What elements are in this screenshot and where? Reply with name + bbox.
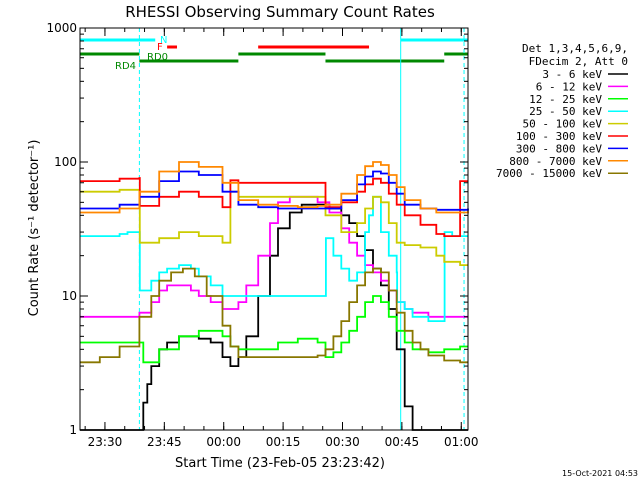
legend-label-5: 100 - 300 keV (516, 130, 602, 143)
plot-frame (79, 27, 469, 431)
flag-label-rd4: RD4 (115, 61, 136, 72)
y-tick-label: 1000 (46, 21, 77, 35)
legend-label-3: 25 - 50 keV (529, 105, 602, 118)
legend-label-4: 50 - 100 keV (523, 118, 603, 131)
x-tick-label: 23:45 (147, 435, 182, 449)
series-line-3 (80, 195, 468, 322)
flag-label-rd0: RD0 (147, 52, 168, 63)
chart-title: RHESSI Observing Summary Count Rates (125, 3, 435, 21)
y-tick-label: 10 (62, 289, 77, 303)
legend-label-1: 6 - 12 keV (536, 80, 603, 93)
x-tick-label: 01:00 (444, 435, 479, 449)
series-line-7 (80, 161, 469, 214)
series-line-5 (80, 177, 468, 237)
series-lines (80, 161, 469, 431)
legend-label-6: 300 - 800 keV (516, 142, 602, 155)
y-axis: 1 10 100 1000 (46, 21, 468, 437)
legend-label-7: 800 - 7000 keV (509, 155, 602, 168)
legend-label-8: 7000 - 15000 keV (496, 167, 602, 180)
legend-label-2: 12 - 25 keV (529, 93, 602, 106)
y-axis-label: Count Rate (s⁻¹ detector⁻¹) (27, 140, 42, 317)
legend-header-1: FDecim 2, Att 0 (529, 55, 628, 68)
flag-label-f: F (157, 42, 163, 53)
y-tick-label: 1 (69, 423, 77, 437)
legend: Det 1,3,4,5,6,9,FDecim 2, Att 03 - 6 keV… (496, 42, 628, 180)
footer-date: 15-Oct-2021 04:53 (562, 469, 638, 478)
series-line-8 (80, 267, 468, 364)
x-tick-label: 00:00 (206, 435, 241, 449)
flag-label-n: N (160, 35, 167, 46)
legend-label-0: 3 - 6 keV (542, 68, 602, 81)
x-axis: 23:30 23:45 00:00 00:15 00:30 00:45 01:00 (84, 28, 479, 449)
x-tick-label: 00:45 (385, 435, 420, 449)
vertical-markers (79, 28, 465, 430)
series-line-4 (80, 188, 468, 266)
legend-header-0: Det 1,3,4,5,6,9, (522, 42, 628, 55)
x-tick-label: 23:30 (88, 435, 123, 449)
x-axis-label: Start Time (23-Feb-05 23:23:42) (175, 456, 385, 471)
x-tick-label: 00:30 (325, 435, 360, 449)
series-line-2 (80, 295, 468, 364)
y-tick-label: 100 (54, 155, 77, 169)
x-tick-label: 00:15 (266, 435, 301, 449)
